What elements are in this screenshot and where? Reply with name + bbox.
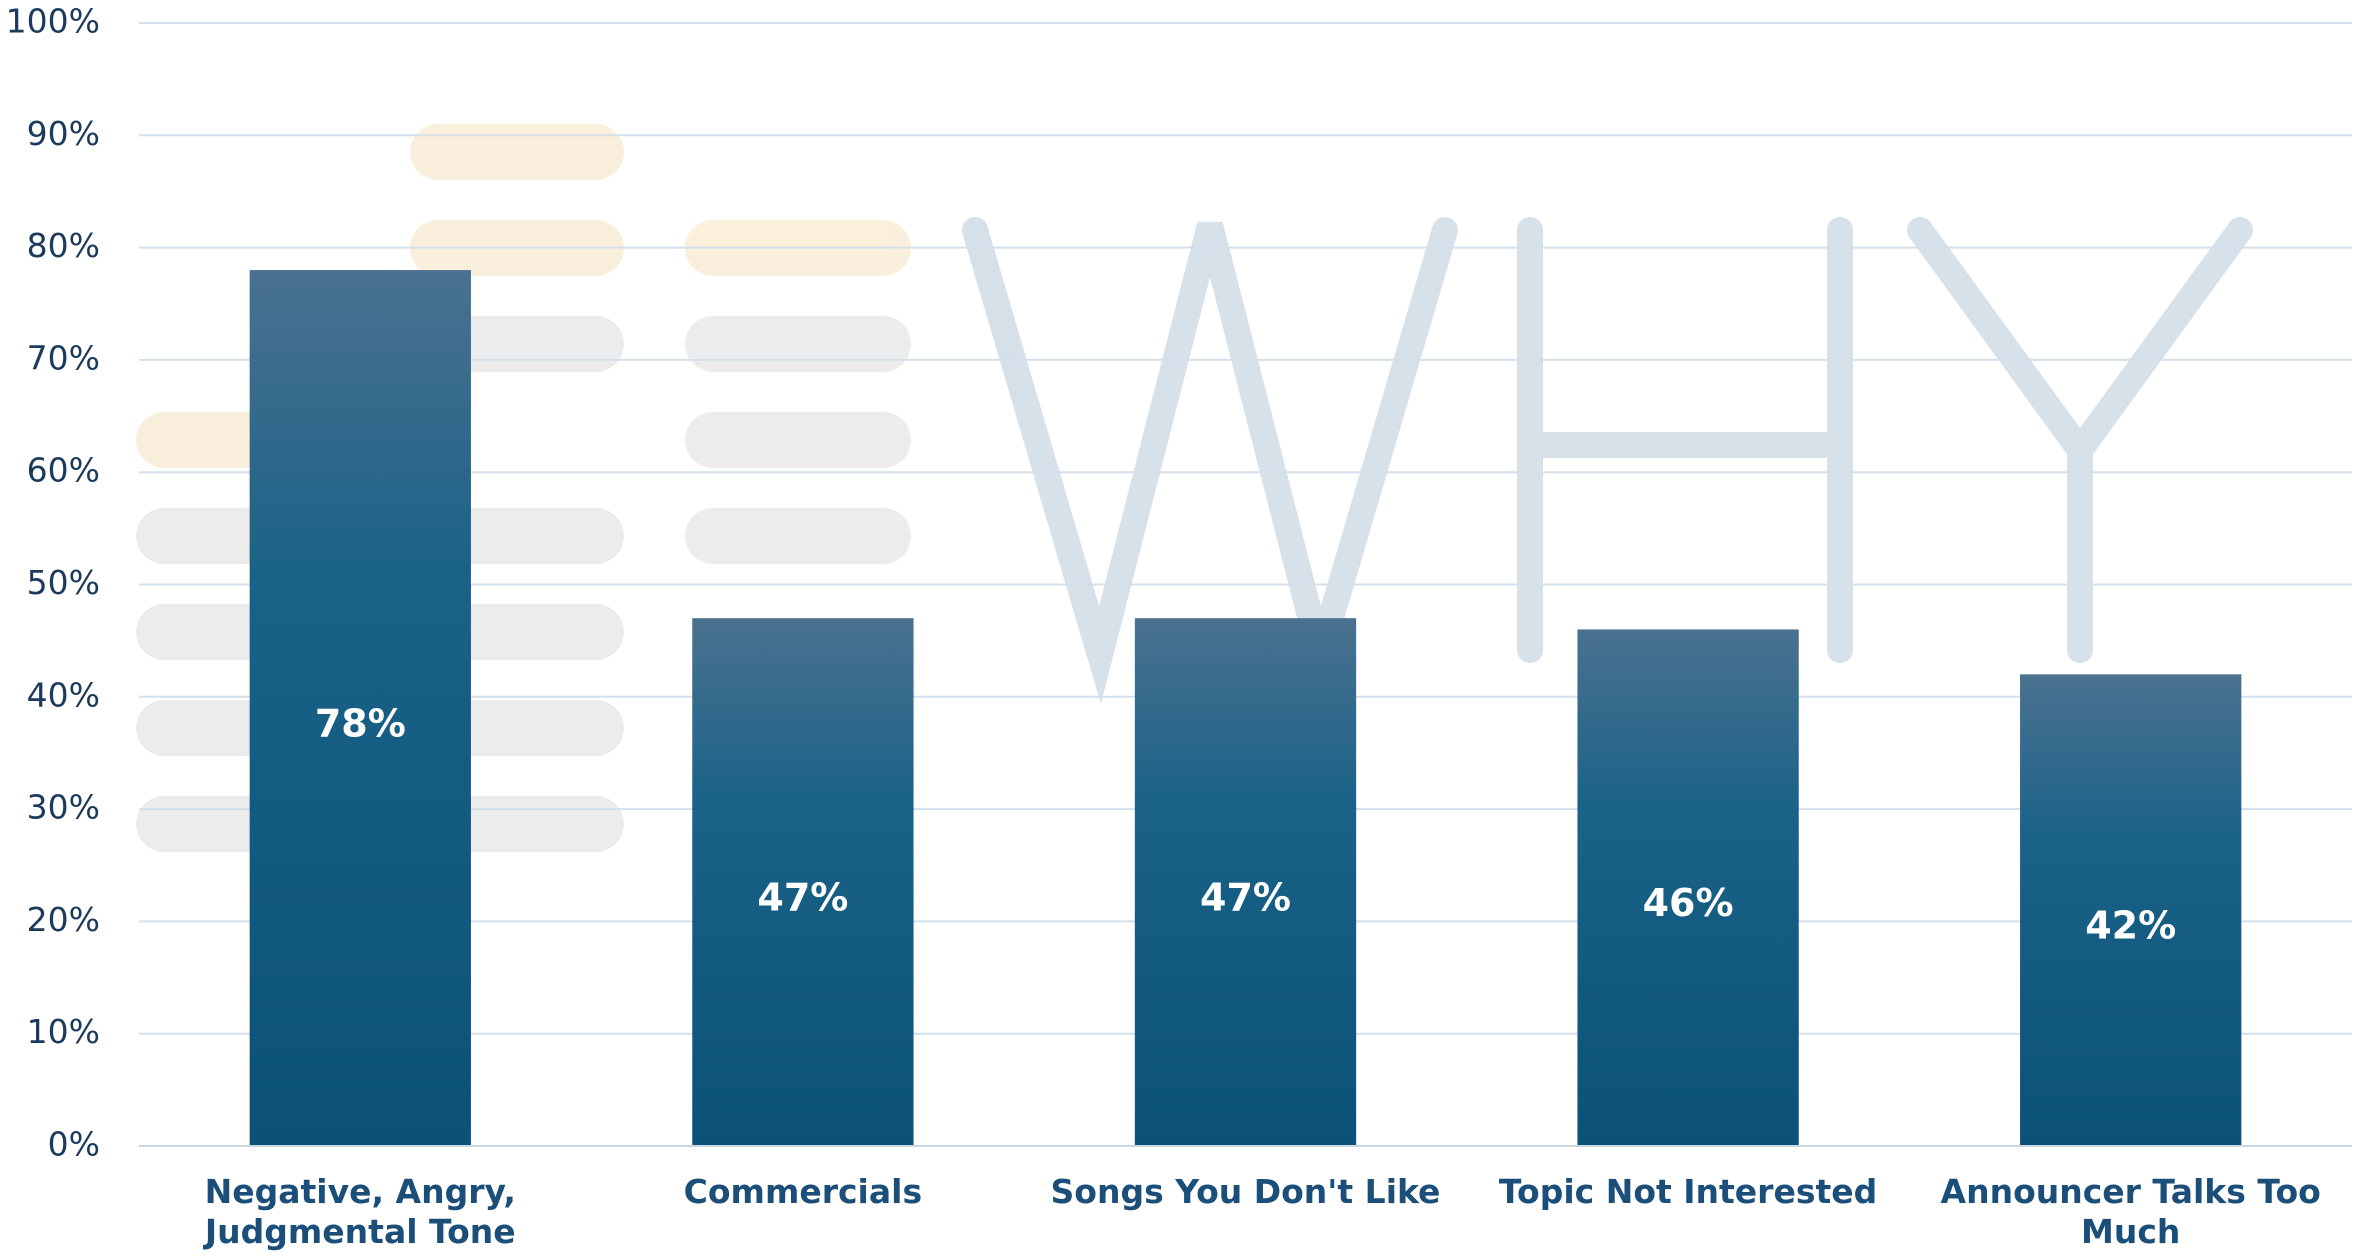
value-label: 42% (2085, 904, 2176, 948)
bar (692, 618, 914, 1146)
x-tick-label: Announcer Talks Too Much (1940, 1172, 2321, 1251)
bar (1577, 629, 1799, 1146)
y-tick-label: 20% (27, 900, 100, 939)
bar (249, 270, 471, 1146)
y-tick-label: 40% (27, 675, 100, 714)
y-tick-label: 0% (48, 1125, 100, 1164)
y-tick-label: 60% (27, 451, 100, 490)
value-label: 47% (1200, 876, 1291, 920)
x-tick-label: Topic Not Interested (1498, 1172, 1878, 1211)
y-tick-label: 70% (27, 338, 100, 377)
y-tick-label: 30% (27, 788, 100, 827)
bar (1134, 618, 1357, 1146)
y-tick-label: 10% (27, 1012, 100, 1051)
x-tick-label: Commercials (683, 1172, 923, 1211)
value-label: 47% (757, 876, 848, 920)
y-tick-label: 100% (6, 2, 100, 41)
y-tick-label: 80% (27, 226, 100, 265)
value-label: 46% (1643, 881, 1734, 925)
x-tick-label: Negative, Angry, Judgmental Tone (204, 1172, 516, 1251)
bar (2020, 674, 2242, 1146)
y-tick-label: 50% (27, 563, 100, 602)
value-label: 78% (315, 702, 406, 746)
x-tick-label: Songs You Don't Like (1050, 1172, 1441, 1211)
y-tick-label: 90% (27, 114, 100, 153)
